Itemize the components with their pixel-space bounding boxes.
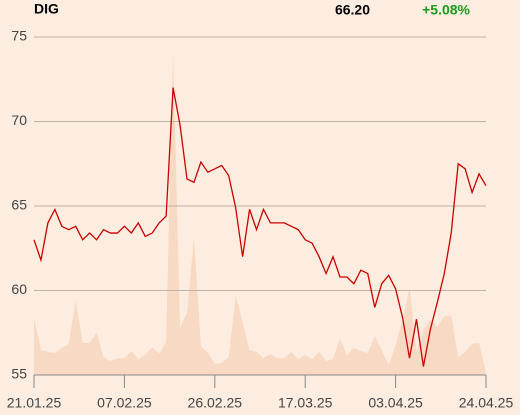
price-line	[33, 87, 487, 367]
y-tick-label: 65	[11, 197, 27, 213]
x-tick-label: 17.03.25	[278, 395, 333, 411]
x-tick-label: 26.02.25	[188, 395, 243, 411]
y-tick-label: 75	[11, 28, 27, 44]
x-tick-label: 24.04.25	[459, 395, 514, 411]
y-tick-label: 55	[11, 366, 27, 382]
y-tick-label: 70	[11, 112, 27, 128]
x-tick-label: 07.02.25	[97, 395, 152, 411]
x-tick-label: 21.01.25	[7, 395, 62, 411]
price: 66.20	[335, 2, 370, 18]
change: +5.08%	[422, 2, 470, 18]
y-tick-label: 60	[11, 281, 27, 297]
x-tick-label: 03.04.25	[368, 395, 423, 411]
volume-area	[34, 49, 486, 376]
chart-title: DIG	[34, 1, 59, 17]
